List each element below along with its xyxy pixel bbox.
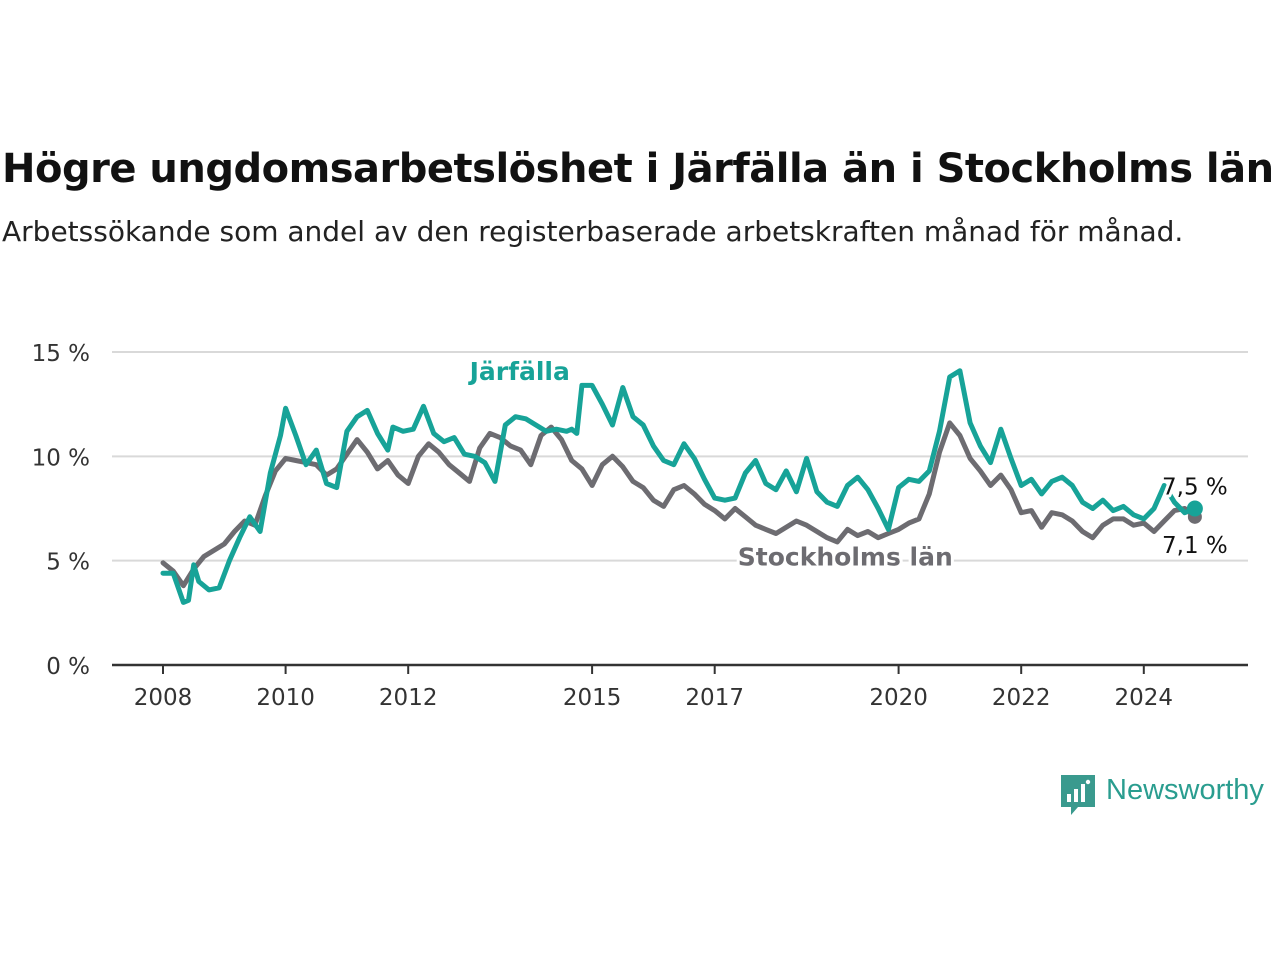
y-tick-label: 10 % — [32, 445, 90, 471]
y-tick-label: 5 % — [46, 550, 90, 576]
end-label-jarfalla: 7,5 % — [1162, 475, 1228, 501]
x-tick-label: 2022 — [992, 685, 1051, 711]
y-axis-tick-labels: 0 % 5 % 10 % 15 % — [32, 341, 90, 680]
x-tick-label: 2015 — [563, 685, 622, 711]
x-axis: 2008 2010 2012 2015 2017 2020 2022 2024 — [112, 663, 1248, 711]
chart-title: Högre ungdomsarbetslöshet i Järfälla än … — [2, 146, 1274, 192]
x-tick-label: 2020 — [869, 685, 928, 711]
series-labels: Järfälla Stockholms län 7,5 % 7,1 % — [465, 354, 1231, 575]
x-tick-label: 2010 — [256, 685, 315, 711]
newsworthy-logo: Newsworthy — [1058, 772, 1280, 818]
x-tick-label: 2017 — [685, 685, 744, 711]
x-tick-label: 2024 — [1115, 685, 1174, 711]
series-lines — [160, 368, 1203, 605]
x-tick-label: 2012 — [379, 685, 438, 711]
newsworthy-logo-text: Newsworthy — [1106, 774, 1264, 806]
series-line-stockholms-lan — [160, 420, 1198, 589]
y-tick-label: 0 % — [46, 654, 90, 680]
x-tick-label: 2008 — [134, 685, 193, 711]
series-line-jarfalla — [160, 368, 1198, 605]
end-point-jarfalla — [1186, 500, 1203, 517]
series-label-stockholms-lan: Stockholms län — [738, 542, 953, 571]
newsworthy-logo-icon — [1061, 775, 1095, 815]
chart-subtitle: Arbetssökande som andel av den registerb… — [2, 215, 1184, 248]
y-tick-label: 15 % — [32, 341, 90, 367]
end-label-stockholms-lan: 7,1 % — [1162, 533, 1228, 559]
series-label-jarfalla: Järfälla — [468, 357, 570, 386]
